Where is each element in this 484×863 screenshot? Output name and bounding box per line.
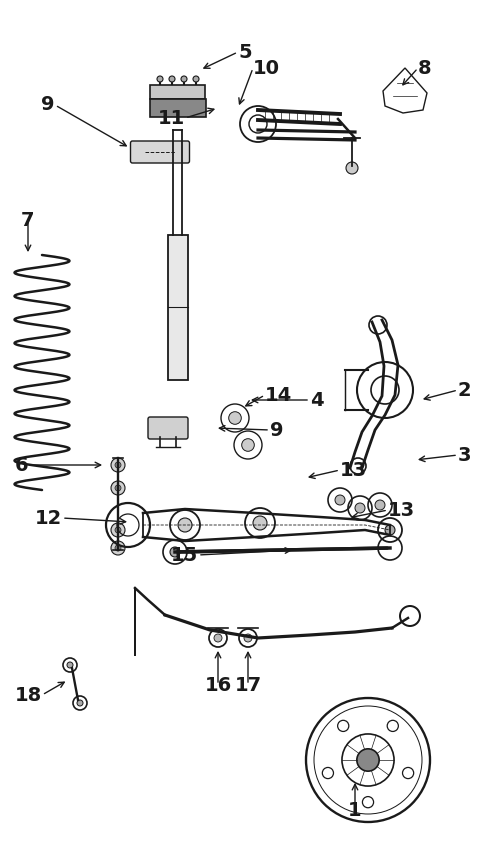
Circle shape xyxy=(241,438,254,451)
Circle shape xyxy=(213,634,222,642)
Text: 10: 10 xyxy=(253,59,279,78)
Text: 3: 3 xyxy=(457,445,470,464)
Circle shape xyxy=(228,412,241,425)
Polygon shape xyxy=(150,99,206,117)
FancyBboxPatch shape xyxy=(148,417,188,439)
Text: 18: 18 xyxy=(15,685,42,704)
Text: 14: 14 xyxy=(264,386,292,405)
Text: 4: 4 xyxy=(309,390,323,410)
Text: 9: 9 xyxy=(270,420,283,439)
Circle shape xyxy=(193,76,198,82)
Circle shape xyxy=(157,76,163,82)
Circle shape xyxy=(115,485,121,491)
Circle shape xyxy=(345,162,357,174)
Circle shape xyxy=(362,797,373,808)
Circle shape xyxy=(402,767,413,778)
Text: 15: 15 xyxy=(170,545,197,564)
FancyBboxPatch shape xyxy=(130,141,189,163)
Text: 2: 2 xyxy=(457,381,470,400)
Circle shape xyxy=(181,76,187,82)
Circle shape xyxy=(111,481,125,495)
Text: 12: 12 xyxy=(35,508,62,527)
Polygon shape xyxy=(167,235,188,380)
Text: 8: 8 xyxy=(417,59,431,78)
Circle shape xyxy=(354,503,364,513)
Text: 1: 1 xyxy=(348,801,361,820)
Circle shape xyxy=(374,500,384,510)
Circle shape xyxy=(168,76,175,82)
Circle shape xyxy=(356,749,378,772)
Circle shape xyxy=(243,634,252,642)
Circle shape xyxy=(253,516,267,530)
Circle shape xyxy=(178,518,192,532)
Text: 16: 16 xyxy=(204,676,231,695)
Text: 13: 13 xyxy=(339,461,366,480)
Text: 7: 7 xyxy=(21,211,35,230)
Circle shape xyxy=(334,495,344,505)
Circle shape xyxy=(386,721,397,732)
Circle shape xyxy=(115,545,121,551)
Polygon shape xyxy=(150,85,205,99)
Text: 9: 9 xyxy=(42,96,55,115)
Circle shape xyxy=(115,462,121,468)
Circle shape xyxy=(384,525,394,535)
Text: 13: 13 xyxy=(387,501,414,520)
Text: 17: 17 xyxy=(234,676,261,695)
Circle shape xyxy=(111,541,125,555)
Text: 6: 6 xyxy=(15,456,28,475)
Circle shape xyxy=(170,547,180,557)
Circle shape xyxy=(115,527,121,533)
Text: 11: 11 xyxy=(157,109,184,128)
Circle shape xyxy=(111,523,125,537)
Circle shape xyxy=(67,662,73,668)
Circle shape xyxy=(337,721,348,732)
Circle shape xyxy=(77,700,83,706)
Circle shape xyxy=(111,458,125,472)
Text: 5: 5 xyxy=(238,42,251,61)
Circle shape xyxy=(322,767,333,778)
